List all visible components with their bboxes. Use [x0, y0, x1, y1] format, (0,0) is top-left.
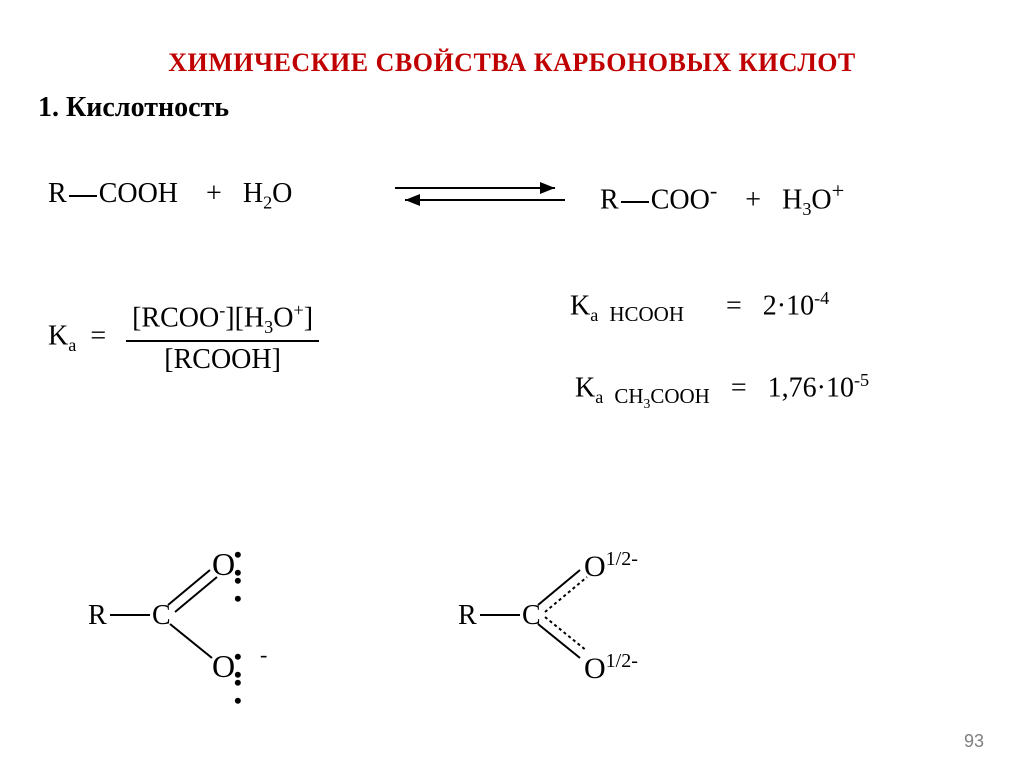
fraction: [RCOO-][H3O+] [RCOOH]: [126, 300, 319, 376]
ka-exponent: -4: [814, 288, 829, 308]
reaction-lhs-cooh: COOH: [99, 178, 178, 209]
structure-carboxylate-2: R C O1/2- O1/2-: [450, 540, 710, 690]
reaction-h2o-o: O: [272, 178, 292, 209]
struct2-c: C: [522, 600, 541, 632]
reaction-h3o-h: H: [782, 184, 802, 215]
equals-sign: =: [726, 290, 742, 321]
struct2-charge-top: 1/2-: [606, 548, 638, 570]
page-title: ХИМИЧЕСКИЕ СВОЙСТВА КАРБОНОВЫХ КИСЛОТ: [0, 48, 1024, 78]
struct2-o-top: O1/2-: [584, 548, 638, 584]
structure-bonds-icon: [450, 540, 710, 690]
reaction-lhs: R COOH + H2O: [48, 178, 292, 214]
bond-icon: [621, 201, 649, 203]
ka-subscript: a: [68, 335, 76, 355]
reaction-rhs-coo: COO: [651, 184, 710, 215]
structure-carboxylate-1: R C O• • • • O• • • • -: [80, 540, 320, 690]
equals-sign: =: [90, 320, 106, 351]
struct1-r: R: [88, 600, 107, 632]
section-heading: 1. Кислотность: [38, 92, 229, 124]
equals-sign: =: [731, 372, 747, 403]
ka-hcooh: Ka HCOOH = 2·10-4: [570, 288, 829, 327]
ka-subscript: a: [590, 305, 598, 325]
ka-symbol: K: [575, 372, 595, 403]
reaction-rhs-r: R: [600, 184, 619, 215]
ka-species: CH3COOH: [614, 384, 710, 408]
fraction-numerator: [RCOO-][H3O+]: [126, 300, 319, 340]
ka-value: 2·10: [763, 290, 814, 321]
ka-ch3cooh: Ka CH3COOH = 1,76·10-5: [575, 370, 869, 412]
fraction-denominator: [RCOOH]: [126, 340, 319, 376]
reaction-lhs-plus: +: [206, 178, 222, 209]
ka-exponent: -5: [854, 370, 869, 390]
ka-species: HCOOH: [609, 302, 684, 326]
reaction-h3o-o: O: [811, 184, 831, 215]
ka-formula: Ka = [RCOO-][H3O+] [RCOOH]: [48, 300, 325, 376]
bond-icon: [69, 195, 97, 197]
reaction-h2o-sub: 2: [263, 193, 272, 213]
reaction-rhs: RCOO- + H3O+: [600, 178, 844, 220]
struct2-r: R: [458, 600, 477, 632]
struct1-c: C: [152, 600, 171, 632]
reaction-h3o-charge: +: [832, 178, 845, 203]
struct2-charge-bot: 1/2-: [606, 650, 638, 672]
struct1-charge: -: [260, 642, 267, 668]
reaction-rhs-plus: +: [745, 184, 761, 215]
reaction-rhs-charge: -: [710, 178, 717, 203]
equilibrium-arrow-icon: [390, 174, 570, 214]
struct1-o-bot: O• • • • -: [212, 648, 235, 685]
ka-subscript: a: [595, 387, 603, 407]
structure-bonds-icon: [80, 540, 320, 690]
reaction-h2o-h: H: [243, 178, 263, 209]
ka-symbol: K: [570, 290, 590, 321]
ka-symbol: K: [48, 320, 68, 351]
reaction-lhs-r: R: [48, 178, 67, 209]
ka-value: 1,76·10: [768, 372, 854, 403]
struct2-o-bot: O1/2-: [584, 650, 638, 686]
page-number: 93: [964, 731, 984, 752]
struct1-o-top: O• • • •: [212, 546, 235, 583]
